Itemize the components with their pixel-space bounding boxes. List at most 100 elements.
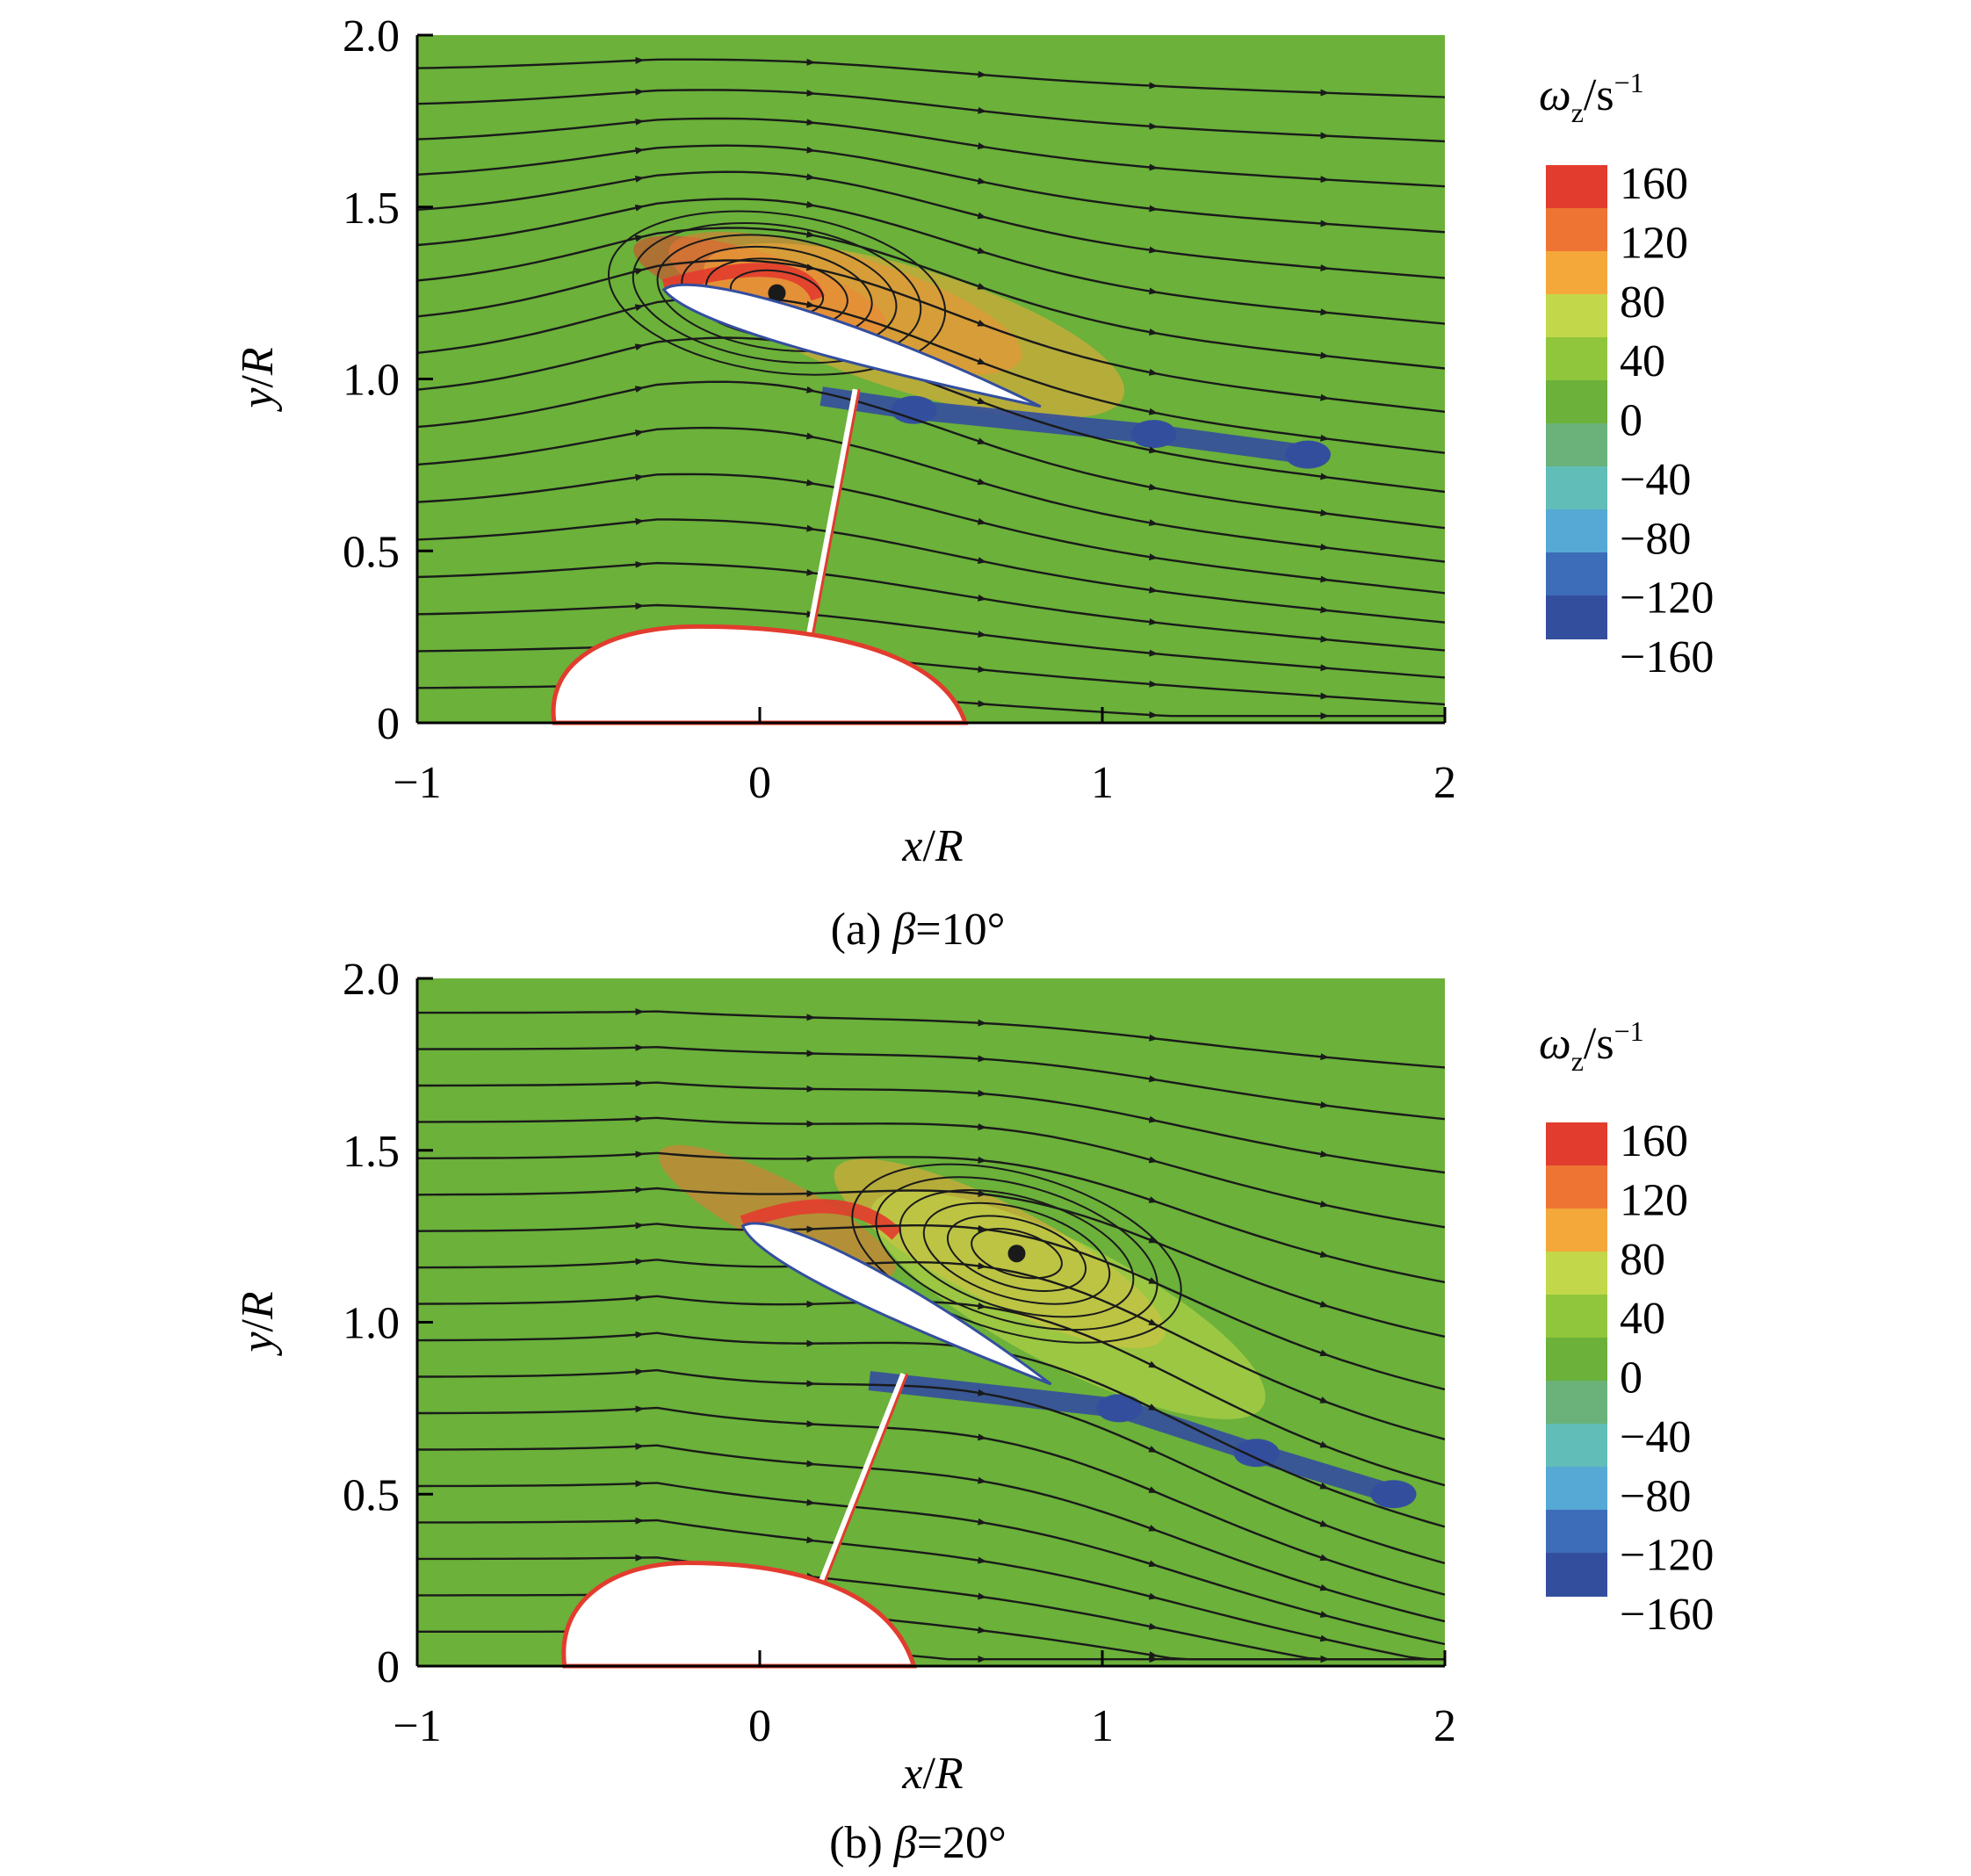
- colorbar-label: −80: [1620, 514, 1691, 564]
- streamline-arrow: [1307, 606, 1330, 614]
- streamline-arrow: [1136, 1315, 1159, 1326]
- streamline: [417, 1519, 1445, 1661]
- colorbar-label: 120: [1620, 218, 1688, 268]
- streamline-arrow: [964, 1556, 987, 1564]
- y-tick-label: 2.0: [343, 11, 400, 61]
- streamline-arrow: [1136, 1274, 1159, 1284]
- streamline: [416, 227, 1446, 370]
- x-tick-label: 0: [748, 758, 771, 808]
- streamline-arrow: [793, 173, 816, 181]
- strut: [808, 1372, 907, 1609]
- y-tick-label: 2.0: [343, 955, 400, 1005]
- streamline-arrow: [622, 1115, 645, 1122]
- streamline-arrow: [793, 568, 816, 576]
- streamline-arrow: [1307, 308, 1330, 316]
- streamline: [416, 1331, 1446, 1528]
- streamline-arrow: [964, 70, 987, 78]
- streamline-arrow: [964, 1123, 987, 1131]
- streamline-arrow: [964, 177, 987, 184]
- vorticity-negative-region: [1233, 1439, 1280, 1468]
- streamline-arrow: [964, 557, 987, 565]
- streamline-arrow: [622, 386, 645, 393]
- panel-a-caption: (a) β=10°: [831, 905, 1006, 955]
- colorbar-segment: [1546, 1122, 1607, 1166]
- y-tick-label: 1.0: [343, 1299, 400, 1349]
- streamline-arrow: [964, 1518, 987, 1526]
- streamline-arrow: [964, 1389, 987, 1396]
- colorbar-label: −40: [1620, 1412, 1691, 1462]
- x-tick-label: 1: [1091, 1701, 1114, 1751]
- streamline-arrow: [1136, 328, 1159, 336]
- y-tick-label: 1.5: [343, 184, 400, 234]
- streamline: [416, 1045, 1446, 1121]
- streamline-arrow: [622, 1186, 645, 1194]
- colorbar-segment: [1546, 1467, 1607, 1511]
- streamline-arrow: [1136, 519, 1159, 527]
- streamline: [416, 259, 1446, 413]
- streamline: [416, 1187, 1446, 1338]
- recirculation-streamline: [607, 210, 947, 376]
- panel-a-geometry: [551, 283, 1042, 725]
- streamline-arrow: [622, 1079, 645, 1087]
- streamline-arrow: [1307, 132, 1330, 140]
- streamline-arrow: [622, 473, 645, 481]
- y-tick-label: 0.5: [343, 527, 400, 577]
- colorbar-title: ωz/s−1: [1539, 67, 1644, 128]
- streamline-arrow: [793, 1536, 816, 1544]
- colorbar-segment: [1546, 509, 1607, 553]
- streamline: [416, 295, 1446, 454]
- vorticity-negative-region: [891, 395, 937, 424]
- colorbar-label: 40: [1620, 1294, 1665, 1344]
- streamline-arrow: [1136, 1155, 1159, 1164]
- streamline: [416, 473, 1446, 595]
- streamline: [416, 426, 1446, 563]
- streamline: [417, 1556, 1445, 1661]
- panel-a: −1 0 1 200.51.01.52.0 y/R x/R (a) β=10° ωz/…: [233, 11, 1714, 955]
- colorbar-label: 80: [1620, 278, 1665, 328]
- streamline-arrow: [1307, 176, 1330, 184]
- colorbar-segment: [1546, 337, 1607, 381]
- streamline-arrow: [964, 1626, 987, 1634]
- wing-airfoil: [740, 1222, 1052, 1386]
- strut-shear-layer: [806, 388, 861, 661]
- streamline-arrow: [1307, 1250, 1330, 1258]
- recirculation-streamline: [656, 234, 898, 352]
- streamline-arrow: [1307, 1151, 1330, 1158]
- streamline-arrow: [1136, 1034, 1159, 1042]
- streamline-arrow: [964, 666, 987, 674]
- streamline-arrow: [622, 517, 645, 525]
- streamline: [416, 380, 1446, 530]
- y-tick-label: 1.5: [343, 1127, 400, 1177]
- colorbar-label: −120: [1620, 574, 1714, 624]
- streamline: [416, 518, 1446, 624]
- streamline-arrow: [1307, 264, 1330, 271]
- streamline-arrow: [622, 429, 645, 437]
- streamline-arrow: [1307, 1518, 1330, 1527]
- streamline-arrow: [964, 1433, 987, 1441]
- vorticity-positive-region: [870, 1190, 1266, 1419]
- streamline-arrow: [1136, 205, 1159, 213]
- streamline-arrow: [1307, 1552, 1330, 1562]
- streamline-arrow: [793, 1014, 816, 1021]
- streamline-arrow: [793, 432, 816, 440]
- colorbar-segment: [1546, 1553, 1607, 1597]
- streamline: [416, 144, 1446, 234]
- recirculation-streamline: [971, 1228, 1063, 1280]
- streamline-arrow: [1136, 1558, 1159, 1568]
- streamline-arrow: [1307, 473, 1330, 480]
- streamline-arrow: [793, 1380, 816, 1388]
- streamline-arrow: [622, 88, 645, 96]
- streamline-arrow: [793, 1498, 816, 1506]
- panel-b-caption: (b) β=20°: [829, 1818, 1007, 1868]
- streamline-arrow: [793, 386, 816, 393]
- streamline-arrow: [622, 343, 645, 351]
- strut-shear-layer: [813, 1373, 909, 1608]
- streamline-arrow: [964, 142, 987, 150]
- vorticity-negative-region: [1130, 420, 1177, 449]
- streamline-arrow: [1136, 1399, 1159, 1411]
- streamline-arrow: [964, 211, 987, 220]
- colorbar-label: 0: [1620, 1353, 1642, 1403]
- streamline-arrow: [622, 204, 645, 212]
- panel-b-streamlines: [416, 1007, 1446, 1663]
- streamline-arrow: [964, 1262, 987, 1270]
